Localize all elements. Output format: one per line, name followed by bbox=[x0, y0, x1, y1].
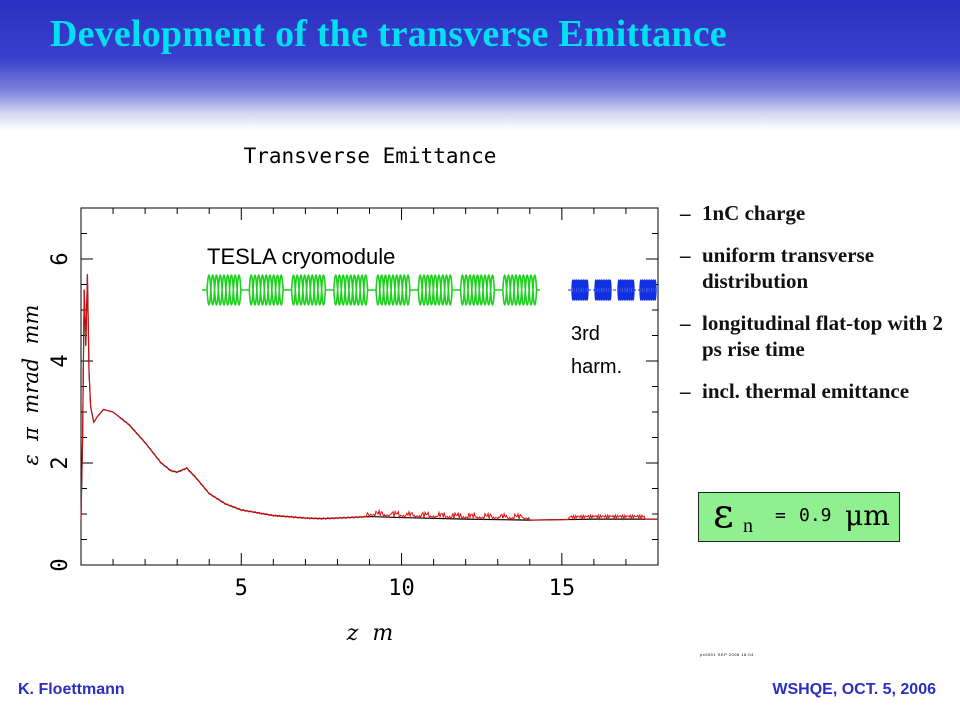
formula-subscript: n bbox=[743, 515, 753, 537]
formula-value: 0.9 bbox=[799, 505, 832, 526]
x-axis-label: z m bbox=[346, 621, 393, 646]
cavity bbox=[202, 274, 245, 306]
footer-author: K. Floettmann bbox=[18, 681, 125, 698]
cavity bbox=[413, 274, 456, 306]
bullet-dash: – bbox=[680, 201, 691, 225]
cavity bbox=[244, 274, 287, 306]
cavity bbox=[371, 274, 414, 306]
bullet-item: –1nC charge bbox=[680, 200, 950, 226]
cavity bbox=[455, 274, 498, 306]
y-axis-label: ε π mrad mm bbox=[19, 305, 43, 466]
third-harmonic-drawing bbox=[568, 279, 658, 301]
harmonic-cavity bbox=[571, 279, 589, 301]
harmonic-cavity bbox=[617, 279, 635, 301]
emittance-line-red bbox=[80, 274, 658, 522]
bullet-list: –1nC charge – uniform transverse distribu… bbox=[680, 200, 950, 420]
formula-equals: = bbox=[775, 505, 786, 526]
cavity bbox=[497, 274, 540, 306]
bullet-dash: – bbox=[680, 243, 691, 267]
x-tick-label: 15 bbox=[549, 576, 576, 601]
annotation-tesla-cryomodule: TESLA cryomodule bbox=[207, 244, 395, 269]
cavity bbox=[286, 274, 329, 306]
y-tick-label: 0 bbox=[48, 558, 73, 571]
slide-title: Development of the transverse Emittance bbox=[50, 13, 727, 55]
annotation-3rd: 3rd bbox=[571, 323, 600, 345]
x-tick-label: 5 bbox=[235, 576, 248, 601]
bullet-text: 1nC charge bbox=[702, 201, 806, 225]
axis-ticks bbox=[80, 207, 659, 566]
emittance-line-black bbox=[80, 274, 658, 521]
x-tick-label: 10 bbox=[388, 576, 415, 601]
emittance-series bbox=[80, 274, 658, 522]
y-tick-label: 4 bbox=[48, 354, 73, 367]
bullet-dash: – bbox=[680, 379, 691, 403]
bullet-item: – incl. thermal emittance bbox=[680, 378, 950, 404]
y-tick-label: 2 bbox=[48, 456, 73, 469]
epsilon-symbol: ε bbox=[713, 491, 734, 537]
bullet-text: longitudinal flat-top with 2 ps rise tim… bbox=[702, 311, 943, 361]
bullet-item: – uniform transverse distribution bbox=[680, 242, 950, 294]
footer-event: WSHQE, OCT. 5, 2006 bbox=[772, 681, 936, 698]
bullet-text: incl. thermal emittance bbox=[702, 379, 910, 403]
bullet-text: uniform transverse distribution bbox=[702, 243, 875, 293]
bullet-dash: – bbox=[680, 311, 691, 335]
harmonic-cavity bbox=[594, 279, 612, 301]
title-banner bbox=[0, 0, 960, 130]
emittance-formula-box: ε n = 0.9 μm bbox=[698, 491, 900, 542]
harmonic-cavity bbox=[639, 279, 657, 301]
cryomodule-drawing bbox=[202, 274, 540, 306]
bullet-item: – longitudinal flat-top with 2 ps rise ti… bbox=[680, 310, 950, 362]
tick-labels: 5 10 15 0 2 4 6 bbox=[48, 252, 575, 601]
chart-title: Transverse Emittance bbox=[244, 144, 497, 168]
annotation-harm: harm. bbox=[571, 356, 622, 378]
cavity bbox=[328, 274, 371, 306]
formula-unit: μm bbox=[845, 499, 890, 532]
y-tick-label: 6 bbox=[48, 252, 73, 265]
plot-timestamp: px0001 SEP 2006 18:04 bbox=[700, 652, 754, 657]
